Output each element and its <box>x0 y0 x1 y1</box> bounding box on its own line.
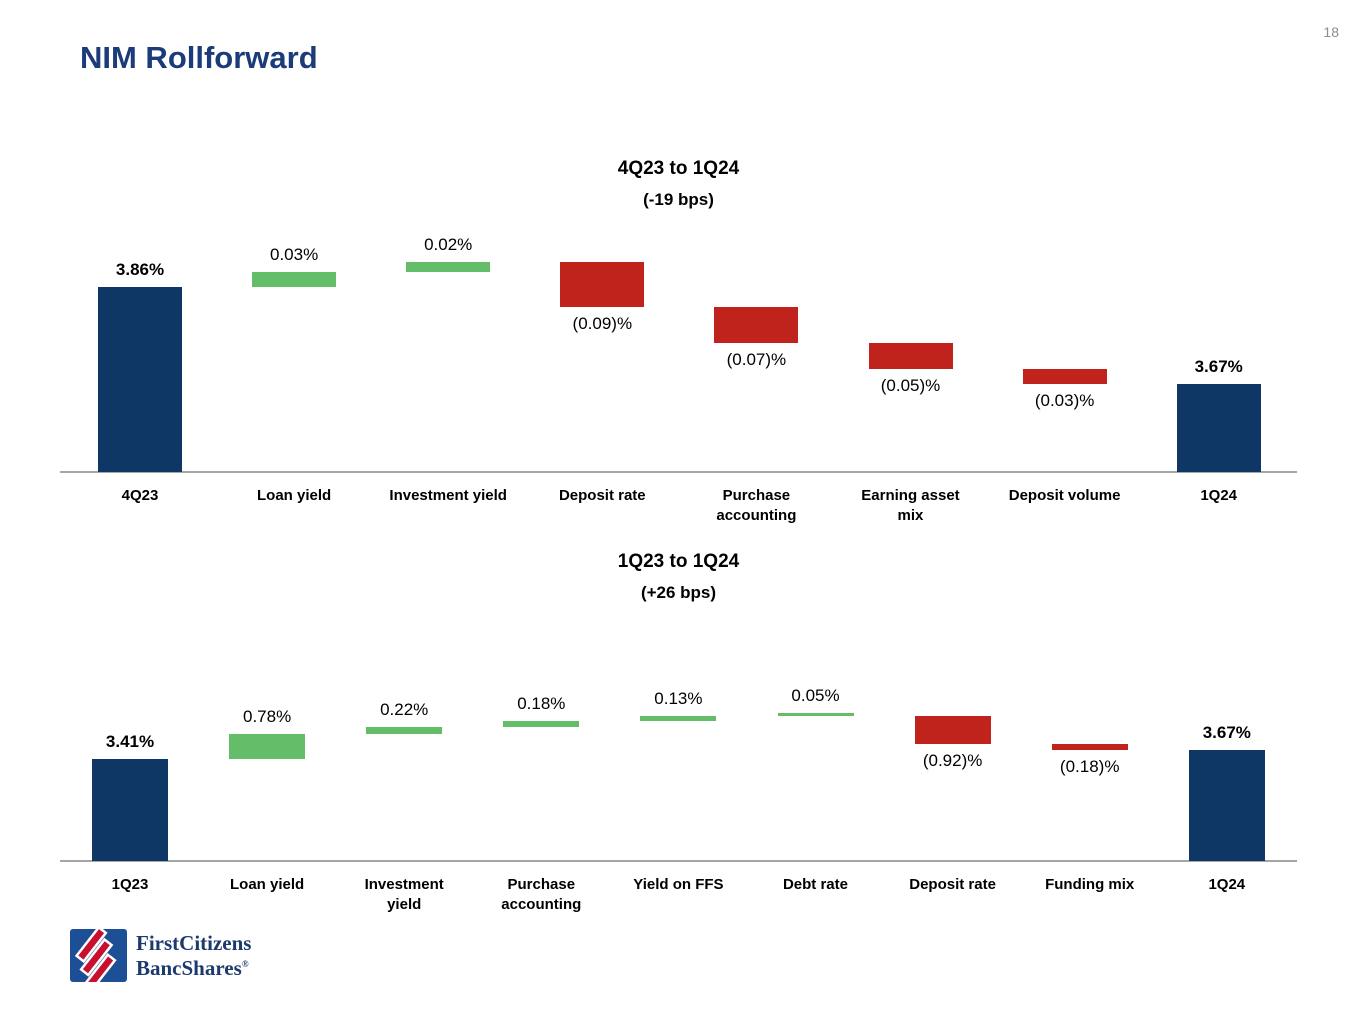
category-label: Investment yield <box>389 487 507 504</box>
waterfall-bar-increase <box>229 734 306 759</box>
page-number: 18 <box>1323 24 1339 40</box>
category-label: Deposit rate <box>909 876 996 893</box>
waterfall-bar-increase <box>640 716 717 721</box>
category-label: 1Q23 <box>111 876 149 893</box>
bar-value-label: 3.67% <box>1202 723 1251 742</box>
logo-text: FirstCitizens BancShares® <box>136 930 252 980</box>
category-label: Purchase accounting <box>501 876 582 913</box>
waterfall-bar-total <box>98 287 182 472</box>
waterfall-bar-total <box>92 759 168 861</box>
category-label: Yield on FFS <box>633 876 724 893</box>
logo-text-line1: FirstCitizens <box>136 930 252 955</box>
category-label: Debt rate <box>782 876 848 893</box>
bar-value-label: (0.18)% <box>1059 757 1120 776</box>
logo-text-line2: BancShares® <box>136 955 249 980</box>
bar-value-label: 3.41% <box>105 732 155 751</box>
waterfall-bar-increase <box>406 262 491 272</box>
waterfall-bar-increase <box>366 727 443 734</box>
waterfall-bar-decrease <box>560 262 645 307</box>
category-label: Funding mix <box>1045 876 1135 893</box>
waterfall-bar-decrease <box>1051 744 1128 750</box>
chart2-title-block: 1Q23 to 1Q24 (+26 bps) <box>60 551 1297 603</box>
x-axis-line <box>60 471 1297 473</box>
first-citizens-logo-icon <box>70 929 127 982</box>
company-logo: FirstCitizens BancShares® <box>70 929 251 982</box>
bar-value-label: (0.92)% <box>922 751 983 770</box>
bar-value-label: 0.13% <box>654 689 703 708</box>
bar-value-label: (0.05)% <box>880 376 941 395</box>
waterfall-bar-decrease <box>914 716 991 744</box>
category-label: 4Q23 <box>121 487 159 504</box>
chart2-subtitle: (+26 bps) <box>640 583 717 602</box>
waterfall-bar-total <box>1188 750 1265 861</box>
waterfall-bar-decrease <box>868 343 953 369</box>
waterfall-bar-increase <box>777 713 854 716</box>
category-label: Loan yield <box>230 876 305 893</box>
category-label: 1Q24 <box>1208 876 1246 893</box>
category-label: Purchase accounting <box>716 487 797 524</box>
x-axis-line <box>60 860 1297 862</box>
bar-value-label: 0.05% <box>791 686 840 705</box>
waterfall-bar-total <box>1176 384 1261 472</box>
category-label: Deposit rate <box>558 487 646 504</box>
category-label: Earning asset mix <box>861 487 960 524</box>
bar-value-label: (0.07)% <box>726 350 787 369</box>
bar-value-label: 0.18% <box>517 694 566 713</box>
bar-value-label: 3.67% <box>1194 357 1243 376</box>
bar-value-label: (0.03)% <box>1034 391 1095 410</box>
bar-value-label: 0.78% <box>242 707 292 726</box>
chart1-title: 4Q23 to 1Q24 <box>617 158 740 179</box>
bar-value-label: 0.02% <box>424 235 473 254</box>
bar-value-label: 3.86% <box>115 260 165 279</box>
category-label: Deposit volume <box>1008 487 1121 504</box>
bar-value-label: (0.09)% <box>572 314 633 333</box>
category-label: 1Q24 <box>1200 487 1238 504</box>
category-label: Investment yield <box>364 876 444 913</box>
waterfall-bar-decrease <box>1022 369 1107 384</box>
chart1-subtitle: (-19 bps) <box>643 190 714 209</box>
waterfall-bar-increase <box>503 721 580 727</box>
waterfall-bar-increase <box>252 272 337 287</box>
chart1-title-block: 4Q23 to 1Q24 (-19 bps) <box>60 158 1297 210</box>
bar-value-label: 0.22% <box>380 700 429 719</box>
chart2-title: 1Q23 to 1Q24 <box>617 551 740 572</box>
registered-mark: ® <box>241 958 249 969</box>
waterfall-bar-decrease <box>714 307 799 343</box>
category-label: Loan yield <box>257 487 332 504</box>
bar-value-label: 0.03% <box>269 245 319 264</box>
page-title: NIM Rollforward <box>80 40 318 75</box>
